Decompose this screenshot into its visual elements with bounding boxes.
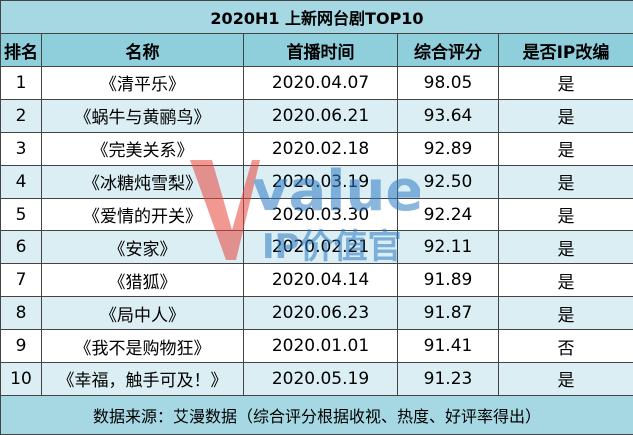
table-cell: 2020.04.07 bbox=[243, 66, 398, 100]
table-cell: 7 bbox=[0, 263, 42, 298]
table-row: 5 《爱情的开关》 2020.03.30 92.24 是 bbox=[0, 197, 633, 232]
table-cell: 3 bbox=[0, 131, 42, 166]
table-cell: 92.24 bbox=[397, 197, 499, 232]
table-row: 9 《我不是购物狂》 2020.01.01 91.41 否 bbox=[0, 329, 633, 364]
table-cell: 是 bbox=[498, 362, 633, 396]
table-cell: 《我不是购物狂》 bbox=[41, 329, 244, 364]
table-cell: 92.89 bbox=[397, 131, 499, 166]
table-cell: 《蜗牛与黄鹂鸟》 bbox=[41, 98, 244, 133]
table-cell: 8 bbox=[0, 296, 42, 331]
column-header: 排名 bbox=[0, 33, 42, 67]
table-cell: 《安家》 bbox=[41, 230, 244, 265]
table-row: 4 《冰糖炖雪梨》 2020.03.19 92.50 是 bbox=[0, 164, 633, 199]
table-cell: 是 bbox=[498, 164, 633, 199]
table-cell: 2020.03.19 bbox=[243, 164, 398, 199]
source-note: 数据来源：艾漫数据（综合评分根据收视、热度、好评率得出） bbox=[0, 394, 633, 435]
table-row: 1 《清平乐》 2020.04.07 98.05 是 bbox=[0, 66, 633, 100]
table-cell: 91.41 bbox=[397, 329, 499, 364]
table-cell: 是 bbox=[498, 66, 633, 100]
table-cell: 91.87 bbox=[397, 296, 499, 331]
table-row: 2 《蜗牛与黄鹂鸟》 2020.06.21 93.64 是 bbox=[0, 98, 633, 133]
column-header: 是否IP改编 bbox=[498, 33, 633, 67]
header-row: 排名 名称 首播时间 综合评分 是否IP改编 bbox=[0, 33, 633, 67]
table-cell: 《完美关系》 bbox=[41, 131, 244, 166]
table-cell: 《局中人》 bbox=[41, 296, 244, 331]
table-cell: 是 bbox=[498, 230, 633, 265]
table-cell: 93.64 bbox=[397, 98, 499, 133]
table-cell: 5 bbox=[0, 197, 42, 232]
table-cell: 《清平乐》 bbox=[41, 66, 244, 100]
table-cell: 91.23 bbox=[397, 362, 499, 396]
table-cell: 是 bbox=[498, 263, 633, 298]
table-cell: 《猎狐》 bbox=[41, 263, 244, 298]
table-cell: 92.50 bbox=[397, 164, 499, 199]
column-header: 名称 bbox=[41, 33, 244, 67]
table-cell: 2020.02.21 bbox=[243, 230, 398, 265]
table-row: 3 《完美关系》 2020.02.18 92.89 是 bbox=[0, 131, 633, 166]
table-cell: 2020.06.23 bbox=[243, 296, 398, 331]
table-title: 2020H1 上新网台剧TOP10 bbox=[0, 0, 633, 34]
table-row: 6 《安家》 2020.02.21 92.11 是 bbox=[0, 230, 633, 265]
table-cell: 是 bbox=[498, 296, 633, 331]
table-cell: 6 bbox=[0, 230, 42, 265]
table-cell: 4 bbox=[0, 164, 42, 199]
column-header: 综合评分 bbox=[397, 33, 499, 67]
table-row: 7 《猎狐》 2020.04.14 91.89 是 bbox=[0, 263, 633, 298]
table-cell: 98.05 bbox=[397, 66, 499, 100]
table-cell: 2020.06.21 bbox=[243, 98, 398, 133]
table-row: 10 《幸福，触手可及！》 2020.05.19 91.23 是 bbox=[0, 362, 633, 396]
table-cell: 2020.04.14 bbox=[243, 263, 398, 298]
table-cell: 2 bbox=[0, 98, 42, 133]
table-cell: 91.89 bbox=[397, 263, 499, 298]
table-cell: 10 bbox=[0, 362, 42, 396]
table-cell: 《冰糖炖雪梨》 bbox=[41, 164, 244, 199]
column-header: 首播时间 bbox=[243, 33, 398, 67]
table-cell: 是 bbox=[498, 131, 633, 166]
table-cell: 2020.02.18 bbox=[243, 131, 398, 166]
table-cell: 2020.05.19 bbox=[243, 362, 398, 396]
table-cell: 《幸福，触手可及！》 bbox=[41, 362, 244, 396]
table-cell: 是 bbox=[498, 197, 633, 232]
table-cell: 2020.01.01 bbox=[243, 329, 398, 364]
table-cell: 1 bbox=[0, 66, 42, 100]
table-cell: 9 bbox=[0, 329, 42, 364]
table-cell: 《爱情的开关》 bbox=[41, 197, 244, 232]
table-cell: 是 bbox=[498, 98, 633, 133]
table-cell: 92.11 bbox=[397, 230, 499, 265]
table-cell: 2020.03.30 bbox=[243, 197, 398, 232]
table-cell: 否 bbox=[498, 329, 633, 364]
table-row: 8 《局中人》 2020.06.23 91.87 是 bbox=[0, 296, 633, 331]
